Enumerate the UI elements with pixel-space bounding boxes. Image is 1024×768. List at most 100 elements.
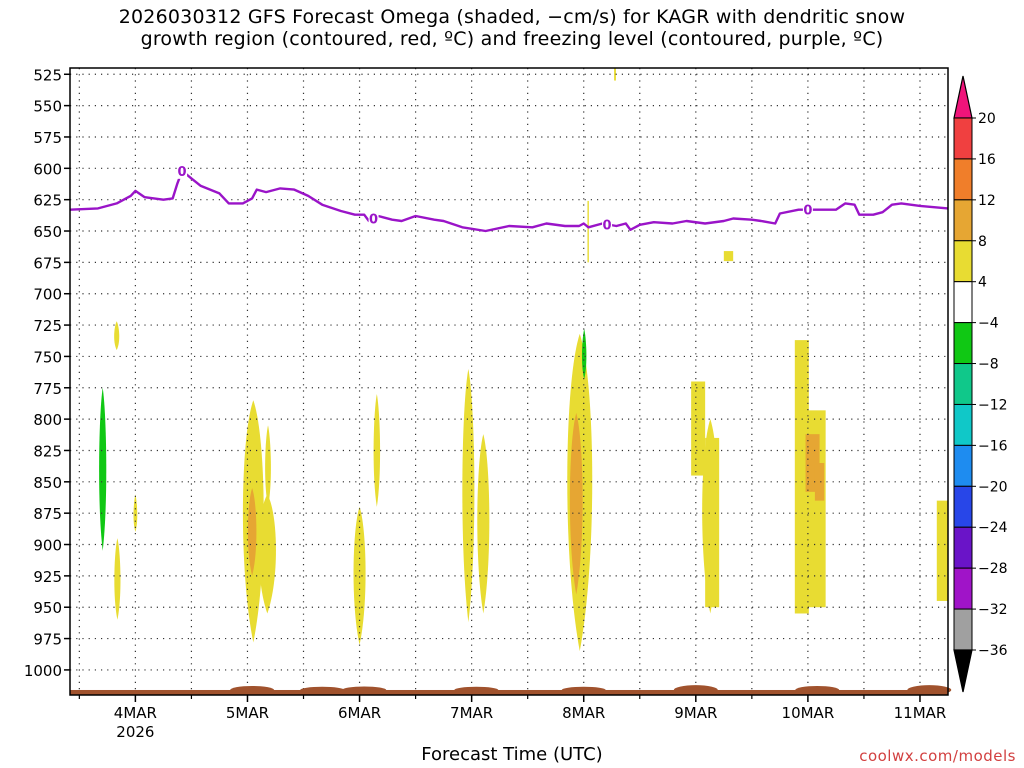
- y-tick-label: 775: [33, 380, 62, 398]
- omega-patch: [133, 494, 138, 532]
- colorbar-bin: [953, 403, 973, 446]
- colorbar-bin: [953, 485, 973, 528]
- y-tick-label: 800: [33, 411, 62, 429]
- plot-frame: [69, 67, 949, 696]
- omega-patch: [477, 434, 490, 614]
- colorbar-bottom-arrow: [953, 649, 973, 693]
- y-tick-label: 925: [33, 568, 62, 586]
- omega-patch: [614, 68, 616, 81]
- colorbar-bin: [953, 322, 973, 365]
- terrain-bump: [795, 685, 840, 694]
- omega-patch: [462, 368, 475, 623]
- y-tick-label: 700: [33, 286, 62, 304]
- terrain-bump: [300, 686, 345, 694]
- x-tick-label: 6MAR: [338, 704, 381, 722]
- omega-patch-strong: [247, 488, 257, 576]
- terrain-bump: [230, 685, 275, 694]
- colorbar-bin: [953, 567, 973, 610]
- colorbar-level-label: 16: [978, 152, 996, 168]
- y-tick-label: 1000: [24, 662, 62, 680]
- freezing-level-label-bg: [177, 162, 188, 179]
- terrain-bump: [673, 685, 718, 695]
- y-tick-label: 850: [33, 474, 62, 492]
- y-tick-label: 950: [33, 599, 62, 617]
- colorbar-bin: [953, 444, 973, 487]
- omega-patch: [936, 500, 948, 601]
- omega-patch-strong: [814, 463, 825, 501]
- axes-layer: 525 550 575 600 625 650 675 700 725 750 775 800 825 8…: [24, 66, 949, 741]
- omega-patch: [794, 340, 809, 614]
- colorbar-level-label: 4: [978, 275, 987, 291]
- terrain-strip: [70, 689, 948, 695]
- y-tick-label: 900: [33, 537, 62, 555]
- y-tick-label: 875: [33, 505, 62, 523]
- colorbar-level-label: −8: [978, 357, 999, 373]
- colorbar: 20 16 12 8 4 −4 −8 −12 −16 −20 −24 −28 −32 −36: [953, 75, 1008, 693]
- omega-patch: [587, 200, 589, 263]
- colorbar-level-label: 12: [978, 193, 996, 209]
- omega-patch: [114, 321, 120, 351]
- omega-patch: [702, 419, 719, 614]
- colorbar-bin: [953, 240, 973, 283]
- source-credit: coolwx.com/models: [859, 747, 1016, 765]
- colorbar-level-label: −32: [978, 602, 1008, 618]
- colorbar-level-label: −16: [978, 438, 1008, 454]
- colorbar-level-label: −24: [978, 520, 1008, 536]
- x-tick-label: 5MAR: [226, 704, 269, 722]
- x-axis-label: Forecast Time (UTC): [421, 744, 603, 765]
- omega-patch: [373, 394, 381, 507]
- x-tick-label: 7MAR: [450, 704, 493, 722]
- terrain-bump: [454, 686, 499, 694]
- y-tick-label: 525: [33, 66, 62, 84]
- omega-patch-negative: [99, 387, 107, 551]
- freezing-level-line: [69, 169, 949, 233]
- colorbar-level-label: −36: [978, 643, 1008, 659]
- colorbar-bin: [953, 608, 973, 651]
- x-tick-label: 8MAR: [562, 704, 605, 722]
- omega-patch: [691, 381, 706, 476]
- x-tick-sublabel: 2026: [116, 723, 154, 741]
- omega-patch: [114, 538, 121, 620]
- colorbar-level-label: −12: [978, 397, 1008, 413]
- colorbar-level-label: −20: [978, 479, 1008, 495]
- x-tick-label: 9MAR: [674, 704, 717, 722]
- y-tick-label: 675: [33, 254, 62, 272]
- colorbar-bin: [953, 158, 973, 201]
- freezing-level-label: 0: [803, 204, 812, 219]
- colorbar-bin: [953, 281, 973, 324]
- omega-patch: [723, 251, 734, 262]
- colorbar-level-label: 8: [978, 234, 987, 250]
- omega-patch: [353, 506, 366, 645]
- x-tick-label: 4MAR: [114, 704, 157, 722]
- freezing-level-label-bg: [368, 210, 379, 227]
- colorbar-bin: [953, 526, 973, 569]
- colorbar-bin: [953, 363, 973, 405]
- chart-title-line-2: growth region (contoured, red, ºC) and f…: [140, 28, 884, 50]
- colorbar-level-label: −28: [978, 561, 1008, 577]
- colorbar-bin: [953, 117, 973, 160]
- y-tick-label: 600: [33, 160, 62, 178]
- x-tick-label: 10MAR: [782, 704, 835, 722]
- y-tick-label: 575: [33, 129, 62, 147]
- chart-title: 2026030312 GFS Forecast Omega (shaded, −…: [0, 6, 1024, 50]
- freezing-level-label-bg: [602, 216, 613, 233]
- y-tick-label: 725: [33, 317, 62, 335]
- colorbar-level-label: 20: [978, 111, 996, 127]
- omega-patch: [265, 425, 271, 507]
- freezing-level-label: 0: [369, 212, 378, 227]
- y-tick-label: 750: [33, 348, 62, 366]
- freezing-level-label: 0: [178, 165, 187, 180]
- colorbar-level-label: −4: [978, 316, 999, 332]
- omega-shading-layer: [99, 68, 948, 652]
- y-tick-label: 975: [33, 631, 62, 649]
- x-tick-label: 11MAR: [894, 704, 947, 722]
- terrain-bump: [342, 686, 387, 694]
- y-tick-label: 825: [33, 442, 62, 460]
- terrain-bump: [907, 685, 952, 695]
- chart-title-line-1: 2026030312 GFS Forecast Omega (shaded, −…: [118, 6, 906, 28]
- colorbar-top-arrow: [953, 75, 973, 119]
- colorbar-bin: [953, 199, 973, 242]
- y-tick-label: 625: [33, 192, 62, 210]
- grid-layer: [70, 68, 948, 695]
